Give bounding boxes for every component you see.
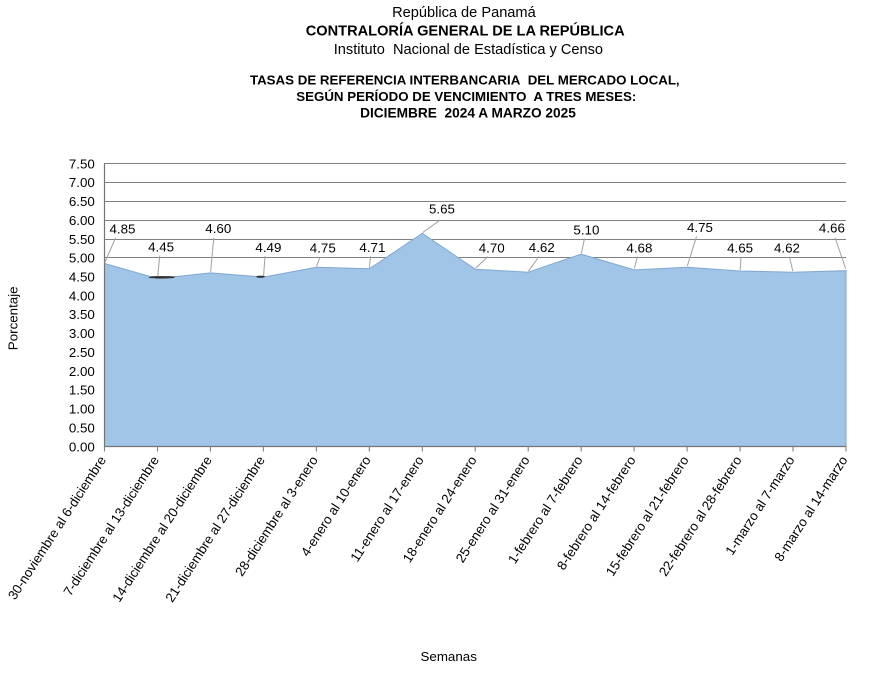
svg-text:0.50: 0.50 <box>69 420 95 435</box>
svg-text:7.50: 7.50 <box>69 156 95 171</box>
svg-text:4.50: 4.50 <box>69 270 95 285</box>
svg-text:TASAS DE REFERENCIA INTERBANCA: TASAS DE REFERENCIA INTERBANCARIA DEL ME… <box>250 73 680 88</box>
svg-text:4.00: 4.00 <box>69 288 95 303</box>
svg-text:6.50: 6.50 <box>69 194 95 209</box>
svg-text:7.00: 7.00 <box>69 175 95 190</box>
svg-text:Instituto Nacional de Estadís: Instituto Nacional de Estadística y Cens… <box>334 42 603 58</box>
svg-text:4.75: 4.75 <box>310 241 336 256</box>
svg-text:Porcentaje: Porcentaje <box>5 286 20 350</box>
svg-text:4.45: 4.45 <box>148 239 174 254</box>
svg-text:Semanas: Semanas <box>421 649 478 664</box>
svg-text:5.50: 5.50 <box>69 232 95 247</box>
svg-text:2.50: 2.50 <box>69 345 95 360</box>
svg-text:SEGÚN PERÍODO DE VENCIMIENTO: SEGÚN PERÍODO DE VENCIMIENTO A TRES MESE… <box>296 89 636 104</box>
svg-text:República de Panamá: República de Panamá <box>392 5 536 21</box>
svg-text:4.62: 4.62 <box>774 241 800 256</box>
svg-text:0.00: 0.00 <box>69 439 95 454</box>
svg-text:3.00: 3.00 <box>69 326 95 341</box>
svg-text:4.70: 4.70 <box>479 240 505 255</box>
svg-text:1.50: 1.50 <box>69 383 95 398</box>
svg-text:4.68: 4.68 <box>626 240 652 255</box>
svg-text:1.00: 1.00 <box>69 402 95 417</box>
svg-text:CONTRALORÍA GENERAL DE LA REPÚ: CONTRALORÍA GENERAL DE LA REPÚBLICA <box>306 21 625 39</box>
svg-text:DICIEMBRE 2024 A MARZO 2025: DICIEMBRE 2024 A MARZO 2025 <box>360 105 576 120</box>
svg-text:3.50: 3.50 <box>69 307 95 322</box>
svg-text:5.10: 5.10 <box>573 222 599 237</box>
svg-text:4.71: 4.71 <box>359 240 385 255</box>
svg-text:4.75: 4.75 <box>687 220 713 235</box>
svg-text:5.65: 5.65 <box>429 201 455 216</box>
svg-text:4.65: 4.65 <box>727 241 753 256</box>
svg-text:4.62: 4.62 <box>529 240 555 255</box>
svg-text:4.66: 4.66 <box>819 221 845 236</box>
svg-text:4.49: 4.49 <box>255 240 281 255</box>
svg-text:5.00: 5.00 <box>69 251 95 266</box>
svg-text:2.00: 2.00 <box>69 364 95 379</box>
svg-text:6.00: 6.00 <box>69 213 95 228</box>
svg-text:4.85: 4.85 <box>110 222 136 237</box>
svg-text:4.60: 4.60 <box>205 221 231 236</box>
